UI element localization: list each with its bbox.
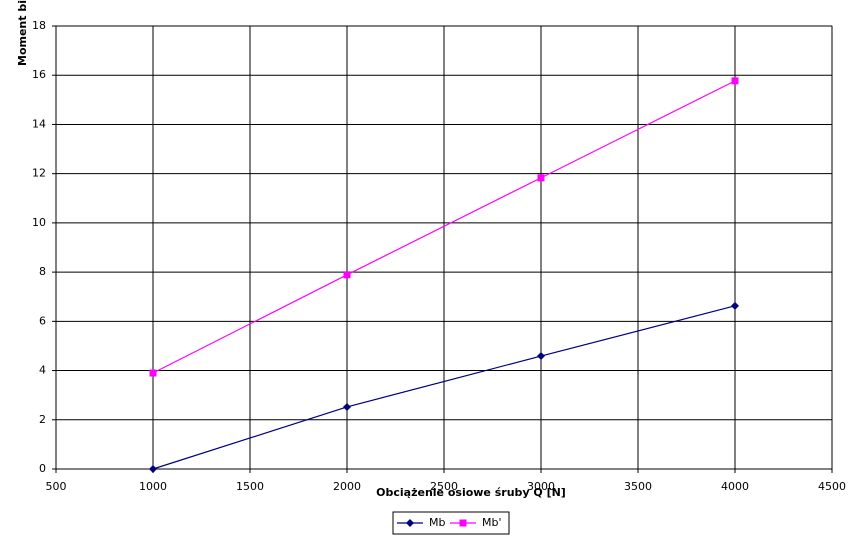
marker xyxy=(406,519,414,527)
x-tick-label: 2500 xyxy=(430,480,458,493)
y-tick-label: 8 xyxy=(39,265,46,278)
marker xyxy=(537,352,545,361)
y-tick-label: 12 xyxy=(32,167,46,180)
y-tick-label: 10 xyxy=(32,216,46,229)
x-tick-label: 4500 xyxy=(818,480,846,493)
marker xyxy=(149,465,157,473)
y-tick-label: 4 xyxy=(39,364,46,377)
series-line xyxy=(152,80,736,374)
y-tick-label: 18 xyxy=(32,19,46,32)
y-tick-label: 16 xyxy=(32,68,46,81)
marker xyxy=(731,77,739,85)
x-tick-label: 1500 xyxy=(236,480,264,493)
marker xyxy=(731,301,739,310)
x-tick-label: 1000 xyxy=(139,480,167,493)
series-line xyxy=(152,305,736,470)
y-axis-label: Moment bi xyxy=(16,0,29,66)
marker xyxy=(149,369,157,377)
legend-label: Mb xyxy=(429,516,445,529)
marker xyxy=(459,519,467,527)
x-tick-label: 2000 xyxy=(333,480,361,493)
x-tick-label: 3500 xyxy=(624,480,652,493)
marker xyxy=(343,402,351,411)
y-tick-label: 14 xyxy=(32,117,46,130)
y-tick-label: 2 xyxy=(39,413,46,426)
y-tick-label: 0 xyxy=(39,462,46,475)
marker xyxy=(343,271,351,279)
x-tick-label: 3000 xyxy=(527,480,555,493)
x-tick-label: 4000 xyxy=(721,480,749,493)
y-tick-label: 6 xyxy=(39,314,46,327)
x-axis-label: Obciążenie osiowe śruby Q [N] xyxy=(376,486,566,499)
marker xyxy=(537,174,545,182)
x-tick-label: 500 xyxy=(46,480,67,493)
legend-label: Mb' xyxy=(482,516,502,529)
